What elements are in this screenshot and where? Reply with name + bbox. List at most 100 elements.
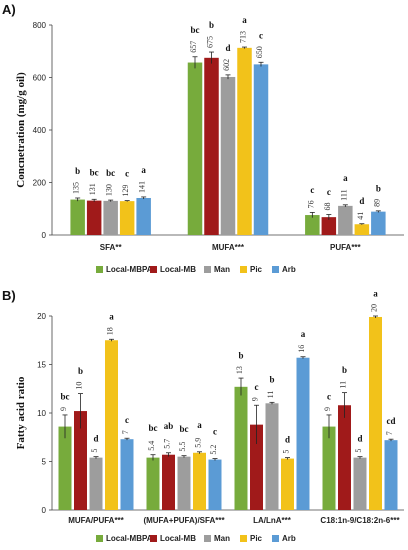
significance-letter: d (359, 196, 364, 206)
significance-letter: d (285, 434, 290, 444)
bar (103, 200, 118, 235)
bar (162, 454, 175, 510)
data-label: 5 (90, 449, 99, 453)
y-tick-label: 20 (37, 312, 46, 321)
legend-label: Local-MB (160, 534, 196, 543)
y-tick-label: 600 (33, 74, 47, 83)
significance-letter: d (225, 43, 230, 53)
data-label: 16 (297, 345, 306, 353)
significance-letter: a (343, 173, 348, 183)
data-label: 650 (255, 46, 264, 58)
legend-swatch (96, 266, 103, 273)
legend-label: Arb (282, 265, 296, 274)
significance-letter: a (301, 329, 306, 339)
bar (354, 224, 370, 235)
significance-letter: b (269, 375, 274, 385)
bar (353, 457, 367, 510)
bar (105, 340, 118, 510)
significance-letter: cd (387, 416, 396, 426)
y-tick-label: 400 (33, 126, 47, 135)
bar (119, 201, 135, 235)
legend-swatch (204, 266, 211, 273)
data-label: 135 (72, 182, 81, 194)
x-category-label: LA/LnA*** (253, 516, 292, 525)
data-label: 5.7 (163, 439, 172, 449)
data-label: 7 (121, 430, 130, 434)
significance-letter: c (327, 392, 331, 402)
bar (322, 426, 336, 510)
data-label: 89 (372, 199, 381, 207)
bar (89, 457, 103, 510)
bar (120, 439, 134, 510)
significance-letter: c (125, 169, 129, 179)
data-label: 10 (75, 382, 84, 390)
significance-letter: ab (164, 421, 174, 431)
bar (253, 64, 269, 235)
legend-swatch (150, 535, 157, 542)
bar (177, 456, 191, 510)
y-tick-label: 0 (42, 231, 47, 240)
significance-letter: b (209, 20, 214, 30)
bar (265, 403, 279, 510)
data-label: 11 (266, 391, 275, 399)
significance-letter: bc (106, 168, 115, 178)
y-tick-label: 5 (42, 458, 47, 467)
legend-label: Arb (282, 534, 296, 543)
bar (321, 217, 337, 235)
data-label: 713 (239, 31, 248, 43)
data-label: 13 (235, 366, 244, 374)
x-category-label: PUFA*** (330, 243, 362, 252)
significance-letter: b (376, 183, 381, 193)
significance-letter: bc (180, 424, 189, 434)
data-label: 5.4 (147, 441, 156, 451)
data-label: 141 (138, 181, 147, 193)
legend-swatch (204, 535, 211, 542)
significance-letter: b (342, 365, 347, 375)
significance-letter: a (109, 312, 114, 322)
data-label: 5.5 (178, 442, 187, 452)
legend-swatch (240, 266, 247, 273)
x-category-label: C18:1n-9/C18:2n-6*** (320, 516, 400, 525)
x-category-label: (MUFA+PUFA)/SFA*** (143, 516, 225, 525)
panel-b-chart: B) Fatty acid ratio 0 5 10 15 20 MUFA/PUFA*** 9 b… (2, 288, 404, 543)
bar (193, 452, 206, 510)
legend-swatch (240, 535, 247, 542)
legend-label: Pic (250, 265, 263, 274)
significance-letter: a (197, 420, 202, 430)
bar (369, 316, 382, 510)
significance-letter: bc (90, 167, 99, 177)
data-label: 111 (339, 189, 348, 200)
data-label: 5.9 (194, 438, 203, 448)
significance-letter: a (141, 165, 146, 175)
bar (86, 200, 102, 235)
bar (208, 459, 222, 510)
legend-swatch (150, 266, 157, 273)
y-axis-title: Concnetration (mg/g oil) (15, 72, 27, 188)
bar (220, 76, 236, 235)
bar (371, 211, 386, 235)
significance-letter: d (93, 433, 98, 443)
bar (237, 47, 252, 236)
legend-label: Local-MB (160, 265, 196, 274)
data-label: 7 (385, 431, 394, 435)
x-category-label: MUFA/PUFA*** (68, 516, 124, 525)
significance-letter: b (78, 366, 83, 376)
data-label: 9 (59, 407, 68, 411)
significance-letter: bc (191, 25, 200, 35)
bar (384, 440, 398, 510)
data-label: 20 (370, 304, 379, 312)
y-tick-label: 15 (37, 361, 46, 370)
panel-a-chart: A) Concnetration (mg/g oil) 0 200 400 600 800 S… (2, 2, 404, 274)
significance-letter: bc (149, 423, 158, 433)
legend-label: Local-MBPA (106, 265, 153, 274)
significance-letter: a (242, 15, 247, 25)
x-category-label: MUFA*** (212, 243, 245, 252)
data-label: 11 (339, 381, 348, 389)
y-axis-title: Fatty acid ratio (15, 376, 27, 449)
data-label: 675 (206, 36, 215, 48)
significance-letter: c (255, 382, 259, 392)
data-label: 18 (106, 327, 115, 335)
legend-label: Man (214, 265, 230, 274)
significance-letter: a (373, 288, 378, 298)
